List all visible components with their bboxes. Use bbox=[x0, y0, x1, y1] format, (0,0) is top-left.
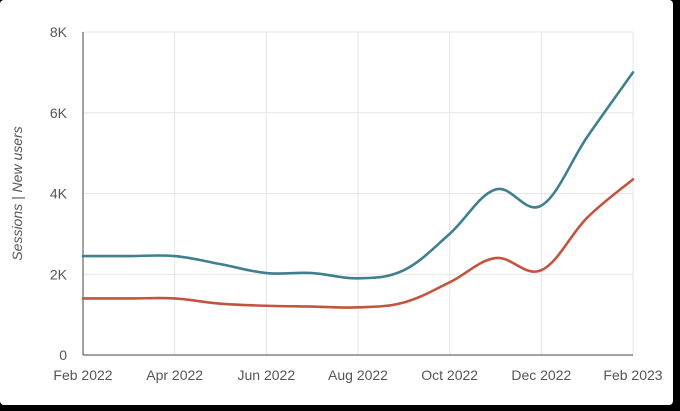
x-tick-label: Oct 2022 bbox=[421, 367, 478, 383]
y-axis-ticks: 0 2K 4K 6K 8K bbox=[50, 24, 68, 363]
grid-lines bbox=[83, 31, 634, 355]
x-tick-label: Dec 2022 bbox=[511, 367, 571, 383]
series-group bbox=[81, 71, 635, 309]
y-tick-label: 0 bbox=[59, 347, 67, 363]
x-tick-label: Feb 2022 bbox=[53, 367, 112, 383]
series-line-1 bbox=[81, 71, 635, 280]
series-line-2 bbox=[81, 178, 635, 309]
x-axis-ticks: Feb 2022 Apr 2022 Jun 2022 Aug 2022 Oct 2022… bbox=[53, 367, 662, 383]
x-tick-label: Apr 2022 bbox=[146, 367, 203, 383]
y-tick-label: 2K bbox=[50, 266, 68, 282]
x-tick-label: Aug 2022 bbox=[328, 367, 388, 383]
y-axis-label: Sessions | New users bbox=[9, 126, 25, 260]
y-tick-label: 8K bbox=[50, 24, 68, 40]
chart-card: 0 2K 4K 6K 8K Feb 2022 Apr 2022 Jun 2022 Aug 20… bbox=[0, 0, 673, 405]
x-tick-label: Jun 2022 bbox=[238, 367, 296, 383]
y-tick-label: 6K bbox=[50, 105, 68, 121]
x-tick-label: Feb 2023 bbox=[603, 367, 662, 383]
y-tick-label: 4K bbox=[50, 186, 68, 202]
